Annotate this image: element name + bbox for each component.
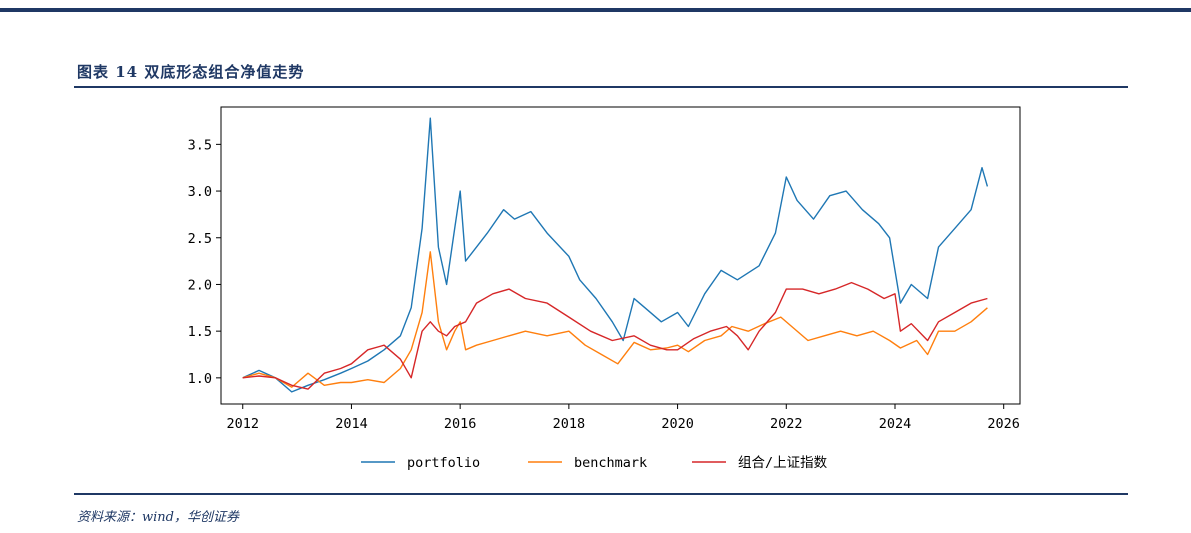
- y-tick-label: 2.0: [188, 277, 212, 293]
- legend: portfolio benchmark 组合/上证指数: [361, 455, 828, 471]
- legend-label-1: portfolio: [407, 455, 480, 471]
- x-tick-label: 2022: [770, 416, 803, 432]
- series-line-3: [242, 281, 988, 390]
- y-tick-label: 2.5: [188, 231, 212, 247]
- series-line-2: [242, 251, 988, 388]
- x-tick-label: 2024: [879, 416, 912, 432]
- x-tick-label: 2016: [444, 416, 477, 432]
- legend-label-2: benchmark: [574, 455, 647, 471]
- x-tick-label: 2018: [553, 416, 586, 432]
- x-axis: 2012 2014 2016 2018 2020 2022 2024 2026: [226, 404, 1020, 432]
- x-tick-label: 2012: [226, 416, 259, 432]
- series-line-1: [242, 117, 989, 393]
- bottom-rule: [74, 493, 1128, 495]
- x-tick-label: 2020: [661, 416, 694, 432]
- top-rule: [0, 8, 1191, 12]
- plot-frame: [220, 106, 1021, 405]
- y-tick-label: 3.5: [188, 137, 212, 153]
- y-axis: 1.0 1.5 2.0 2.5 3.0 3.5: [188, 137, 221, 387]
- source-note: 资料来源：wind，华创证券: [77, 510, 239, 525]
- figure-title: 图表 14 双底形态组合净值走势: [77, 63, 305, 81]
- y-tick-label: 1.5: [188, 324, 212, 340]
- y-tick-label: 1.0: [188, 371, 212, 387]
- x-tick-label: 2014: [335, 416, 368, 432]
- x-tick-label: 2026: [987, 416, 1020, 432]
- y-tick-label: 3.0: [188, 184, 212, 200]
- series-lines: [242, 117, 989, 393]
- legend-label-3: 组合/上证指数: [738, 455, 828, 471]
- title-rule: [74, 86, 1128, 88]
